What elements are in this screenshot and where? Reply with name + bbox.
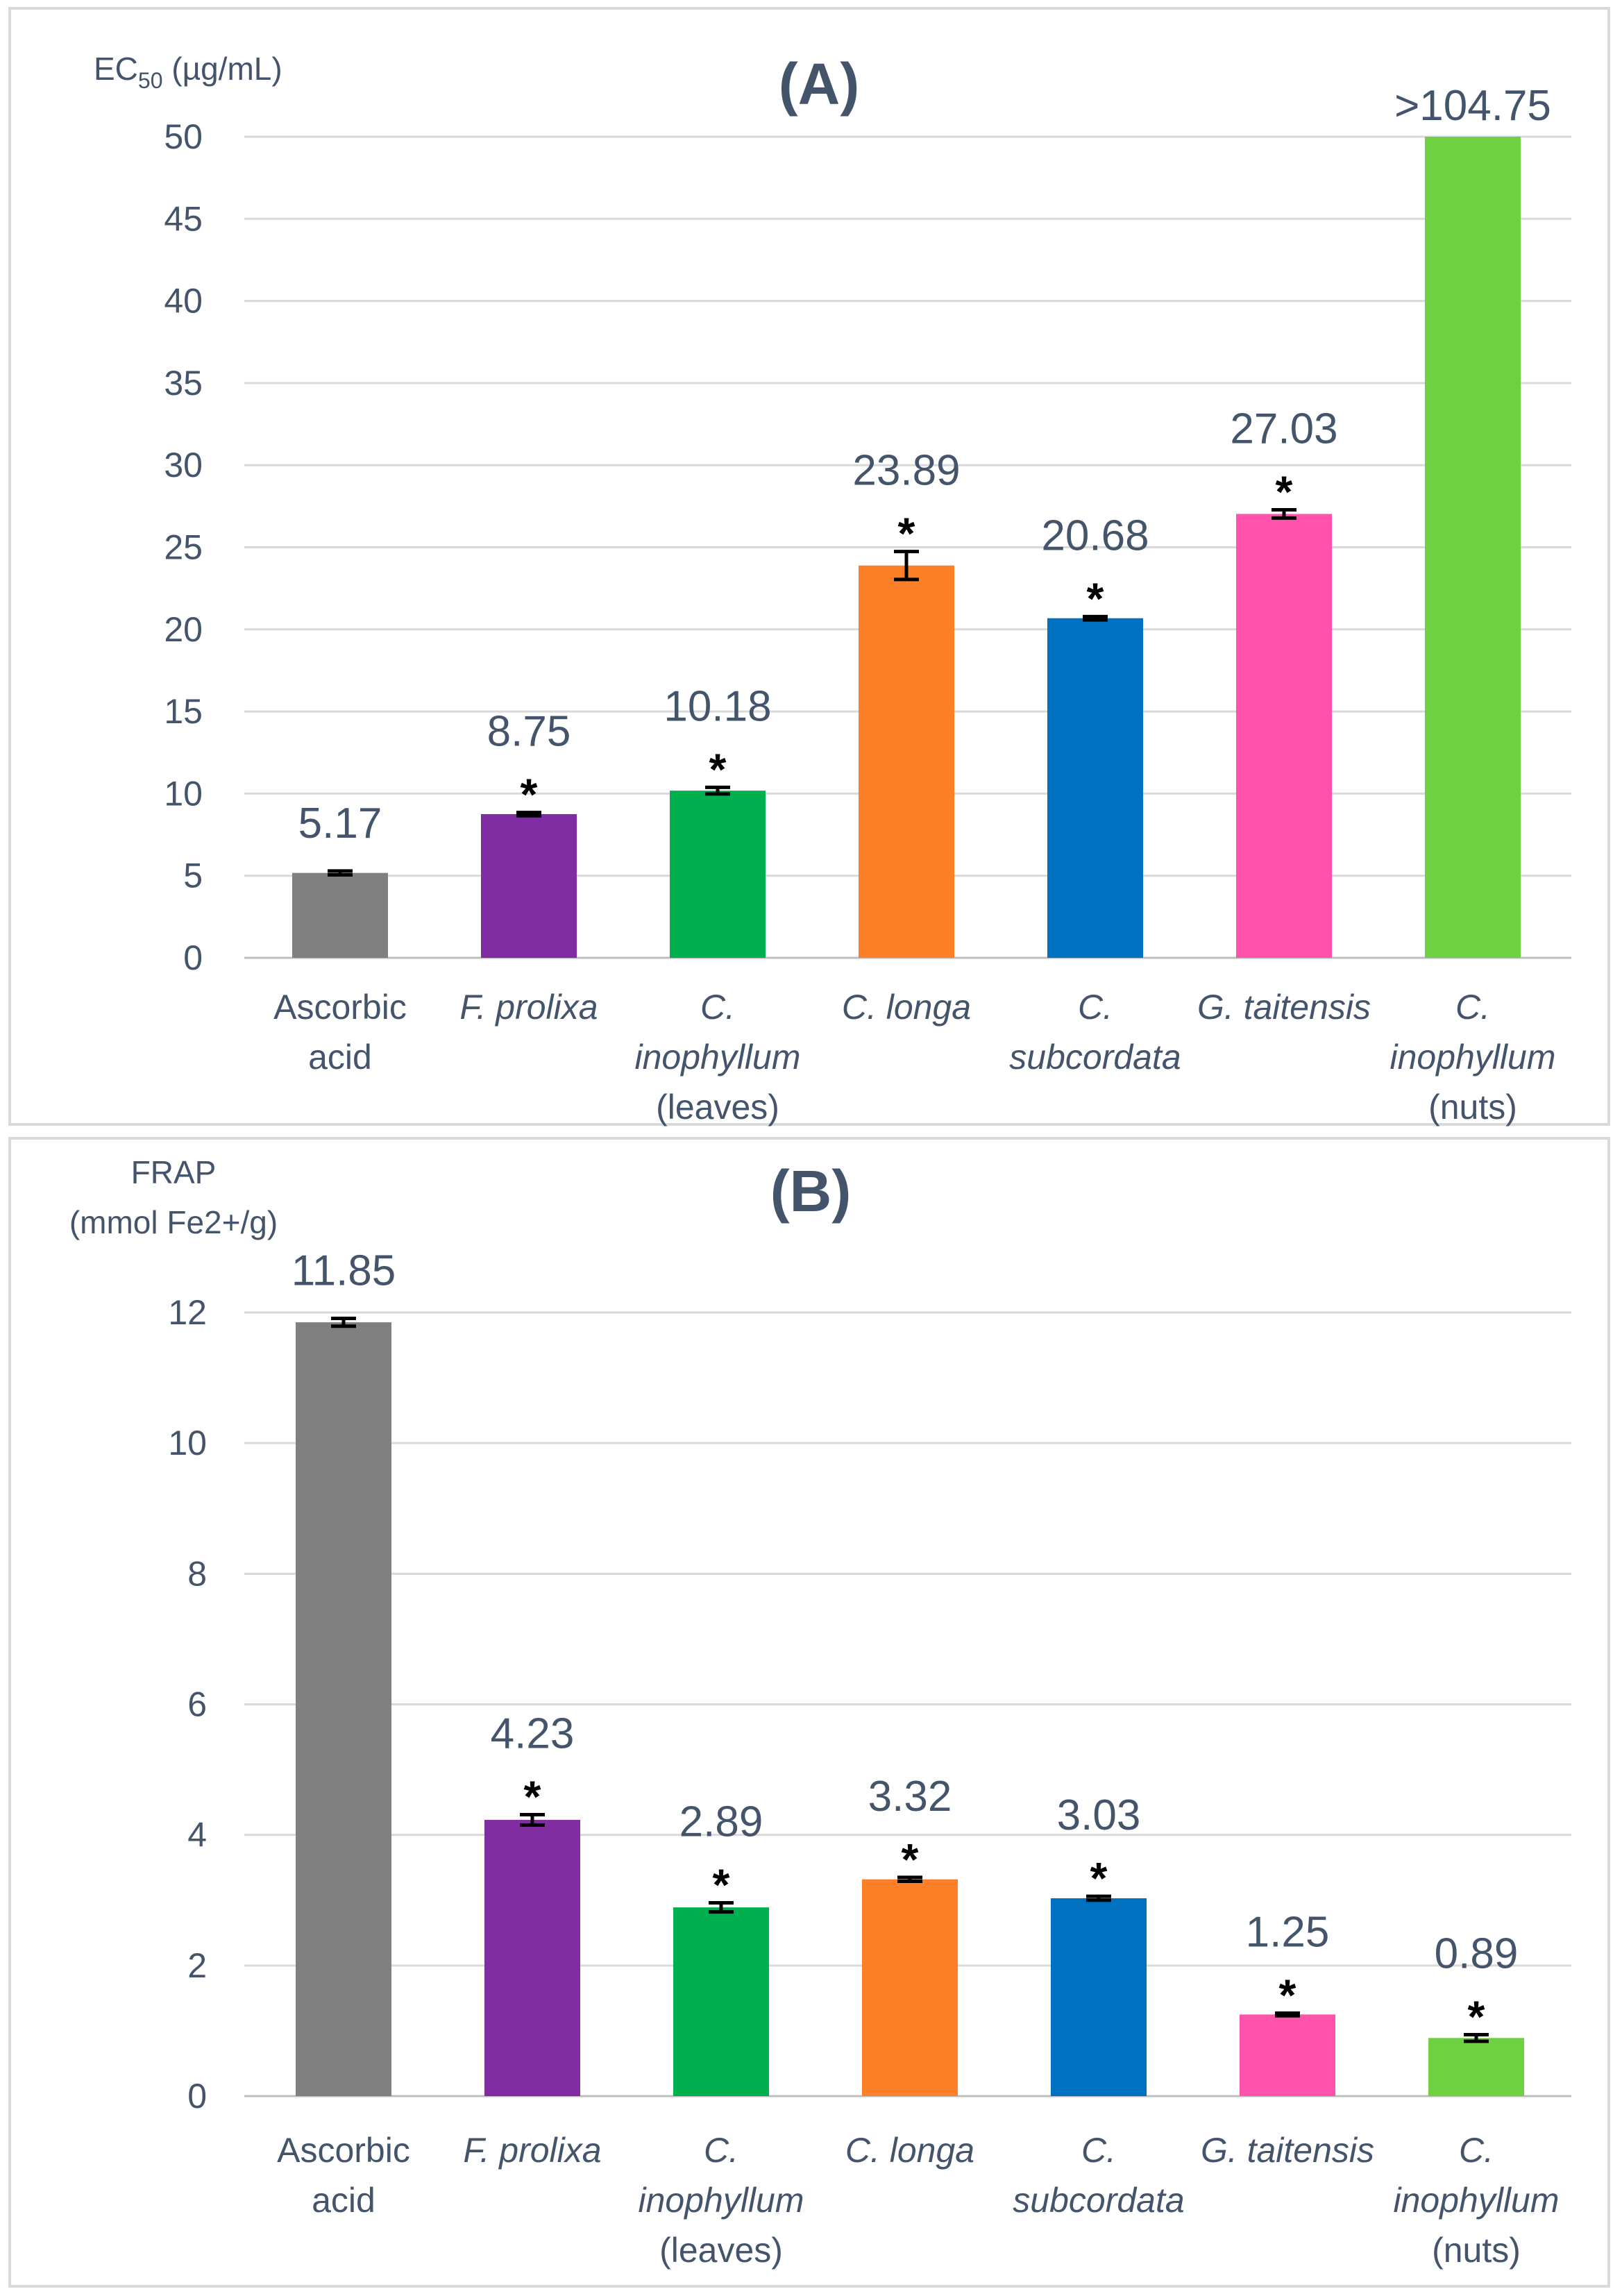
y-tick-label: 35 [164, 364, 203, 403]
chart-title: (A) [779, 51, 860, 117]
y-tick-label: 40 [164, 282, 203, 321]
data-label: 1.25 [1246, 1909, 1330, 1957]
category-label: F. prolixa [463, 2131, 601, 2170]
y-axis-unit: (mmol Fe2+/g) [69, 1204, 278, 1240]
y-tick-label: 20 [164, 610, 203, 649]
bar [1236, 514, 1332, 958]
y-tick-label: 2 [187, 1946, 207, 1985]
y-tick-label: 6 [187, 1685, 207, 1724]
bar [673, 1907, 769, 2096]
category-label: (leaves) [656, 1088, 779, 1126]
bar [859, 565, 954, 958]
chart-b: 0 2 4 6 8 10 12 (B) FRAP (mmol Fe2+/g) 11.85 Ascorb… [69, 1154, 1571, 2270]
data-label: 8.75 [487, 708, 571, 756]
category-label: (nuts) [1428, 1088, 1517, 1126]
category-label: inophyllum [634, 1038, 800, 1077]
significance-star: * [713, 1860, 730, 1910]
significance-star: * [521, 770, 538, 820]
bar [1240, 2014, 1335, 2096]
category-label: subcordata [1009, 1038, 1181, 1077]
category-label: C. [1081, 2131, 1116, 2170]
y-tick-label: 0 [183, 938, 203, 977]
significance-star: * [902, 1834, 919, 1884]
category-label: (leaves) [659, 2231, 783, 2270]
category-label: C. [1078, 988, 1113, 1027]
y-tick-label: 15 [164, 692, 203, 731]
category-label: inophyllum [1389, 1038, 1555, 1077]
significance-star: * [524, 1772, 541, 1822]
significance-star: * [1087, 573, 1104, 623]
category-label: Ascorbic [273, 988, 407, 1027]
data-label: 23.89 [852, 447, 960, 495]
bar [484, 1820, 580, 2096]
data-label: 4.23 [491, 1710, 575, 1758]
y-tick-label: 45 [164, 199, 203, 238]
data-label: 0.89 [1435, 1930, 1519, 1978]
y-axis-label: FRAP [131, 1154, 217, 1190]
data-label: 20.68 [1041, 512, 1149, 559]
category-label: C. [704, 2131, 738, 2170]
y-axis-label: EC50 (µg/mL) [94, 51, 282, 93]
bar [1051, 1898, 1147, 2096]
data-label: 27.03 [1230, 405, 1337, 453]
category-label: Ascorbic [277, 2131, 410, 2170]
y-tick-label: 10 [164, 774, 203, 813]
y-tick-label: 0 [187, 2077, 207, 2116]
category-label: (nuts) [1432, 2231, 1521, 2270]
category-label: inophyllum [638, 2181, 804, 2220]
significance-star: * [898, 509, 915, 559]
y-tick-label: 12 [168, 1293, 207, 1332]
data-label: >104.75 [1394, 82, 1551, 130]
category-label: inophyllum [1393, 2181, 1559, 2220]
data-label: 3.32 [868, 1773, 952, 1821]
y-tick-label: 25 [164, 528, 203, 567]
bar [670, 791, 766, 958]
y-tick-label: 5 [183, 856, 203, 895]
significance-star: * [1279, 1970, 1296, 2020]
chart-title: (B) [770, 1158, 852, 1224]
y-tick-label: 8 [187, 1554, 207, 1593]
category-label: C. [1459, 2131, 1494, 2170]
bar [1425, 137, 1521, 958]
category-label: F. prolixa [459, 988, 598, 1027]
category-label: subcordata [1013, 2181, 1184, 2220]
bar [481, 813, 577, 958]
significance-star: * [1276, 467, 1293, 517]
category-label: C. [1455, 988, 1490, 1027]
bar [1428, 2038, 1524, 2096]
chart-a: 0 5 10 15 20 25 30 35 40 45 50 (A) EC50 (µg/mL) 5.17 A… [94, 51, 1571, 1126]
category-label: acid [308, 1038, 372, 1077]
data-label: 2.89 [679, 1798, 763, 1846]
category-label: acid [312, 2181, 375, 2220]
data-label: 3.03 [1057, 1791, 1141, 1839]
y-tick-label: 50 [164, 117, 203, 156]
panel-a-border [8, 7, 1610, 1126]
category-label: G. taitensis [1201, 2131, 1374, 2170]
bar [292, 872, 388, 958]
category-label: G. taitensis [1197, 988, 1371, 1027]
bar [296, 1322, 391, 2096]
bar [1047, 618, 1143, 958]
panel-b-border [8, 1137, 1610, 2288]
significance-star: * [1090, 1853, 1108, 1903]
data-label: 11.85 [292, 1247, 396, 1294]
bar [862, 1879, 958, 2096]
data-label: 10.18 [664, 682, 771, 730]
category-label: C. longa [842, 988, 971, 1027]
significance-star: * [1468, 1992, 1485, 2042]
significance-star: * [709, 744, 727, 794]
data-label: 5.17 [298, 800, 382, 847]
y-tick-label: 4 [187, 1816, 207, 1855]
category-label: C. [700, 988, 735, 1027]
category-label: C. longa [845, 2131, 974, 2170]
y-tick-label: 30 [164, 446, 203, 484]
y-tick-label: 10 [168, 1424, 207, 1462]
